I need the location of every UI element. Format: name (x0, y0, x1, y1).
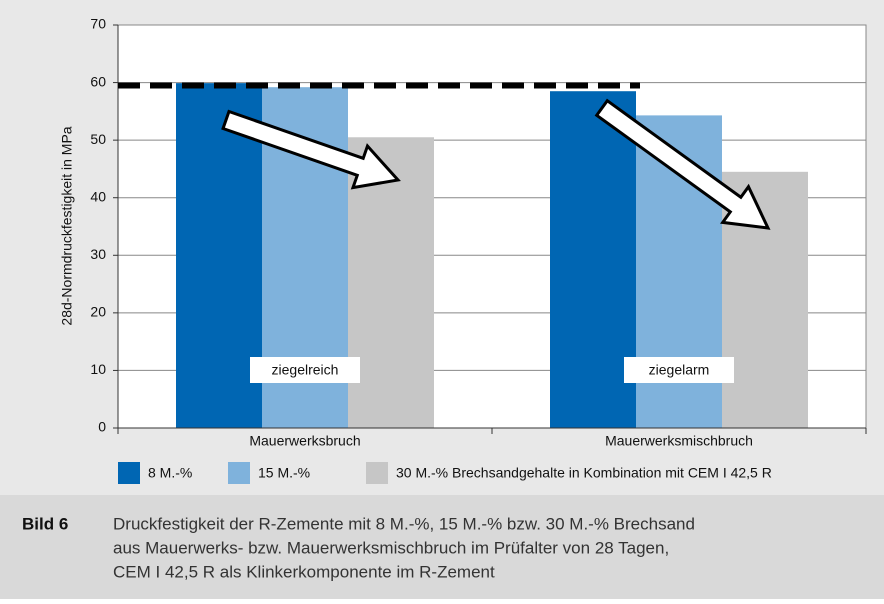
arrow (221, 109, 401, 190)
annotation-box (250, 357, 360, 383)
caption-line: CEM I 42,5 R als Klinkerkomponente im R-… (113, 562, 495, 581)
caption-line: Druckfestigkeit der R-Zemente mit 8 M.-%… (113, 514, 695, 533)
legend-label: 30 M.-% Brechsandgehalte in Kombination … (396, 465, 772, 481)
y-tick-label: 20 (90, 304, 106, 320)
y-tick-label: 50 (90, 131, 106, 147)
arrow (594, 98, 771, 230)
annotation: ziegelreich (272, 362, 339, 378)
legend-label: 15 M.-% (258, 465, 310, 481)
legend-swatch (118, 462, 140, 484)
annotation: ziegelarm (649, 362, 710, 378)
y-tick-label: 70 (90, 16, 106, 32)
y-tick-label: 30 (90, 246, 106, 262)
legend-swatch (228, 462, 250, 484)
x-tick-label: Mauerwerksbruch (249, 433, 360, 449)
x-tick-label: Mauerwerksmischbruch (605, 433, 753, 449)
bar (550, 91, 636, 428)
caption-line: aus Mauerwerks- bzw. Mauerwerksmischbruc… (113, 538, 669, 557)
legend-swatch (366, 462, 388, 484)
y-tick-label: 60 (90, 73, 106, 89)
y-tick-label: 10 (90, 361, 106, 377)
y-axis-label: 28d-Normdruckfestigkeit in MPa (59, 126, 75, 325)
bar (176, 83, 262, 428)
y-tick-label: 0 (98, 419, 106, 435)
caption-label: Bild 6 (22, 514, 68, 533)
caption-background (0, 495, 884, 599)
legend-label: 8 M.-% (148, 465, 192, 481)
y-tick-label: 40 (90, 188, 106, 204)
annotation-box (624, 357, 734, 383)
